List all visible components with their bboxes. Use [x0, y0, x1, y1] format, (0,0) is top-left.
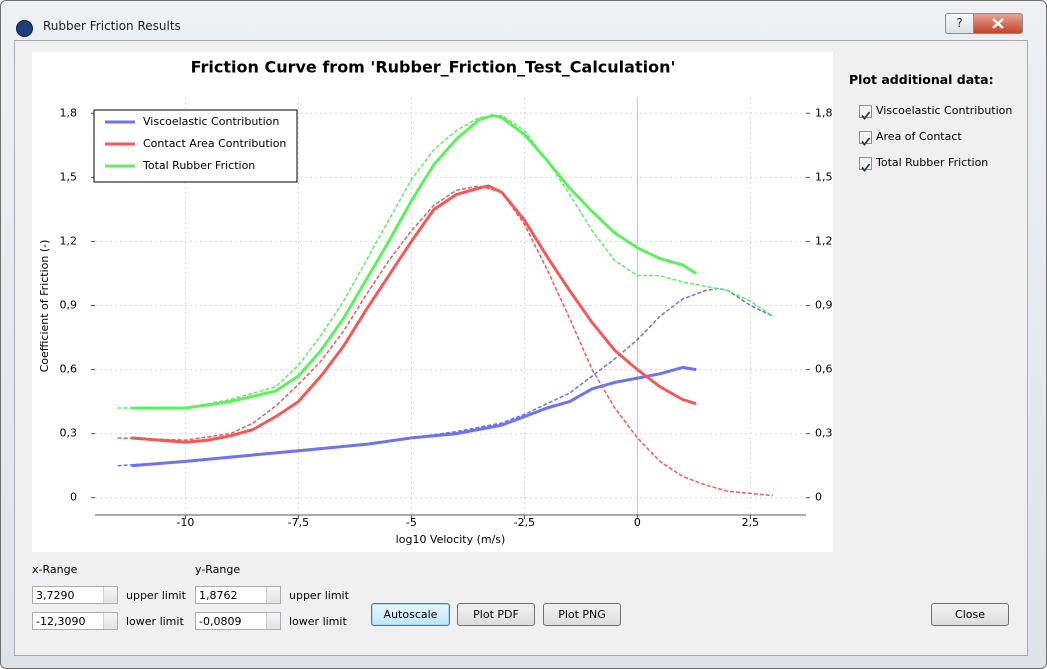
chart-title: Friction Curve from 'Rubber_Friction_Tes…	[191, 58, 676, 77]
x-tick-label: 0	[634, 516, 641, 529]
chart: Friction Curve from 'Rubber_Friction_Tes…	[32, 52, 833, 552]
y2-tick-label: 1,5	[815, 170, 833, 183]
legend-label: Viscoelastic Contribution	[143, 115, 279, 128]
y-upper-label: upper limit	[289, 589, 349, 602]
x-tick-label: -10	[176, 516, 194, 529]
x-tick-label: -2,5	[514, 516, 535, 529]
legend-label: Contact Area Contribution	[143, 137, 286, 150]
y-tick-label: 0,3	[60, 427, 78, 440]
checkbox-label: Total Rubber Friction	[876, 156, 989, 169]
y-lower-label: lower limit	[289, 615, 347, 628]
close-button[interactable]: Close	[931, 603, 1009, 626]
line	[131, 113, 698, 410]
x-lower-label: lower limit	[126, 615, 184, 628]
y-tick-label: 1,2	[60, 234, 78, 247]
y-upper-input[interactable]: 1,8762	[195, 586, 281, 604]
check-mark	[861, 163, 871, 172]
dashed-line	[117, 185, 774, 497]
y2-tick-label: 0,3	[815, 427, 833, 440]
close-window-button[interactable]	[973, 13, 1023, 34]
legend-label: Total Rubber Friction	[142, 159, 255, 172]
y2-tick-label: 0,6	[815, 363, 833, 376]
y2-tick-label: 1,8	[815, 106, 833, 119]
check-mark	[861, 111, 871, 120]
y-range-title: y-Range	[195, 563, 241, 576]
x-upper-label: upper limit	[126, 589, 186, 602]
plot-png-button[interactable]: Plot PNG	[543, 603, 621, 626]
y-axis-title: Coefficient of Friction (-)	[38, 240, 51, 373]
y2-tick-label: 0	[815, 491, 822, 504]
x-tick-label: -5	[406, 516, 417, 529]
window-title: Rubber Friction Results	[43, 19, 181, 33]
help-button[interactable]: ?	[945, 13, 974, 34]
line	[131, 184, 697, 444]
y2-tick-label: 0,9	[815, 298, 833, 311]
checkbox-label: Area of Contact	[876, 130, 962, 143]
y-tick-label: 0	[70, 491, 77, 504]
checkbox[interactable]	[859, 157, 872, 172]
x-range-title: x-Range	[32, 563, 78, 576]
x-tick-label: 2,5	[742, 516, 760, 529]
autoscale-button[interactable]: Autoscale	[371, 603, 450, 626]
line	[131, 365, 697, 468]
y2-tick-label: 1,2	[815, 234, 833, 247]
close-icon	[992, 18, 1004, 29]
checkbox[interactable]	[859, 105, 872, 120]
panel-title: Plot additional data:	[849, 72, 994, 87]
x-axis-title: log10 Velocity (m/s)	[396, 533, 506, 546]
x-tick-label: -7,5	[288, 516, 309, 529]
y-tick-label: 0,6	[60, 363, 78, 376]
y-tick-label: 1,5	[60, 170, 78, 183]
y-tick-label: 0,9	[60, 298, 78, 311]
checkbox[interactable]	[859, 131, 872, 146]
app-icon	[16, 20, 33, 37]
x-lower-input[interactable]: -12,3090	[32, 612, 118, 630]
dashed-line	[117, 114, 774, 409]
check-mark	[861, 137, 871, 146]
x-upper-input[interactable]: 3,7290	[32, 586, 118, 604]
plot-pdf-button[interactable]: Plot PDF	[457, 603, 535, 626]
y-lower-input[interactable]: -0,0809	[195, 612, 281, 630]
checkbox-label: Viscoelastic Contribution	[876, 104, 1013, 117]
y-tick-label: 1,8	[60, 106, 78, 119]
